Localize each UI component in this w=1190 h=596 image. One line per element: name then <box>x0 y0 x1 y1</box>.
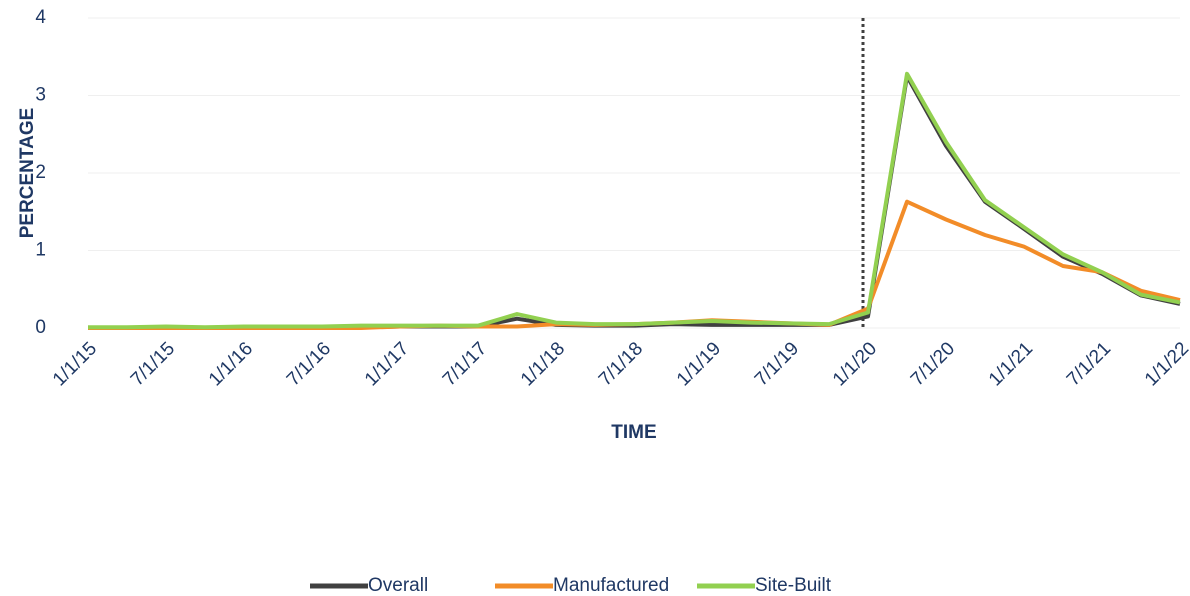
x-axis-title: TIME <box>611 422 656 443</box>
x-tick-label: 1/1/16 <box>205 338 257 390</box>
x-tick-label: 7/1/21 <box>1063 338 1115 390</box>
x-tick-label: 7/1/15 <box>127 338 179 390</box>
x-tick-label: 7/1/18 <box>595 338 647 390</box>
series-line <box>88 71 1181 330</box>
x-tick-label: 1/1/20 <box>829 338 881 390</box>
x-tick-label: 1/1/18 <box>517 338 569 390</box>
y-tick-label: 1 <box>35 240 46 261</box>
y-tick-label: 3 <box>35 85 46 106</box>
y-axis-title: PERCENTAGE <box>17 108 38 239</box>
x-tick-label: 1/1/15 <box>49 338 101 390</box>
x-tick-label: 7/1/19 <box>751 338 803 390</box>
y-tick-label: 4 <box>35 7 46 28</box>
legend-label: Manufactured <box>553 575 669 596</box>
x-tick-label: 7/1/20 <box>907 338 959 390</box>
y-tick-label: 2 <box>35 162 46 183</box>
y-tick-label: 0 <box>35 317 46 338</box>
x-tick-label: 7/1/17 <box>439 338 491 390</box>
series-line <box>88 74 1181 330</box>
legend-label: Site-Built <box>755 575 832 596</box>
x-tick-label: 1/1/17 <box>361 338 413 390</box>
x-tick-label: 1/1/21 <box>985 338 1037 390</box>
x-tick-label: 1/1/19 <box>673 338 725 390</box>
x-tick-label: 7/1/16 <box>283 338 335 390</box>
x-tick-label: 1/1/22 <box>1141 338 1190 390</box>
legend-label: Overall <box>368 575 428 596</box>
